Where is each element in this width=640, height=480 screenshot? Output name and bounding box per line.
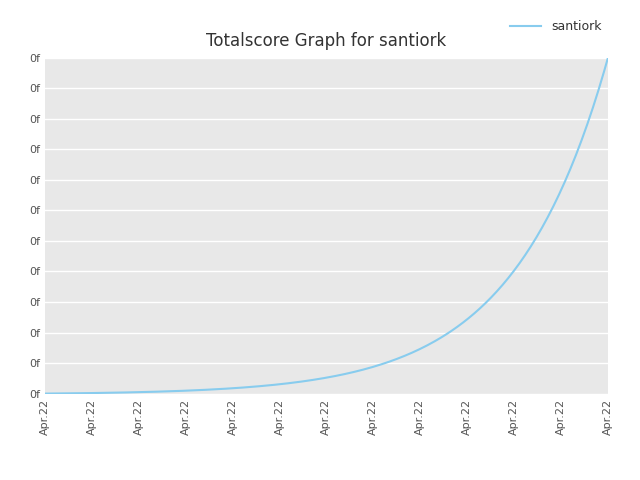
santiork <box>604 55 612 60</box>
Title: Totalscore Graph for santiork: Totalscore Graph for santiork <box>206 33 447 50</box>
santiork <box>43 391 51 396</box>
santiork <box>516 260 524 266</box>
santiork <box>374 362 382 368</box>
santiork <box>41 391 49 396</box>
santiork <box>386 359 394 364</box>
santiork <box>376 362 384 368</box>
santiork <box>552 200 559 205</box>
Line: santiork: santiork <box>45 58 608 394</box>
Legend: santiork: santiork <box>510 20 602 33</box>
